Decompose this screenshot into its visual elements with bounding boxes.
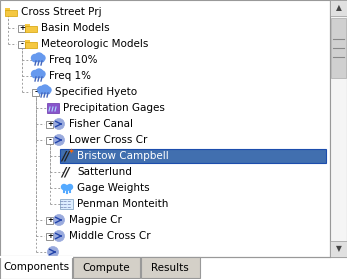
Bar — [18, 25, 25, 32]
Text: Gage Weights: Gage Weights — [77, 183, 150, 193]
Text: Freq 10%: Freq 10% — [49, 55, 98, 65]
Bar — [33, 74, 43, 77]
Text: Penman Monteith: Penman Monteith — [77, 199, 168, 209]
Bar — [331, 18, 346, 78]
Bar — [33, 58, 43, 61]
Bar — [5, 10, 17, 16]
Bar — [25, 40, 30, 43]
Text: Cross Street Prj: Cross Street Prj — [21, 7, 102, 17]
Circle shape — [53, 230, 65, 242]
Circle shape — [39, 71, 45, 77]
Text: Components: Components — [3, 262, 69, 272]
Text: Specified Hyeto: Specified Hyeto — [55, 87, 137, 97]
Text: -: - — [49, 137, 51, 143]
Bar — [330, 0, 347, 257]
Text: ▼: ▼ — [336, 244, 341, 254]
Text: Bristow Campbell: Bristow Campbell — [77, 151, 169, 161]
Text: +: + — [47, 217, 53, 223]
Text: ~~~: ~~~ — [60, 206, 72, 210]
Text: -: - — [35, 89, 37, 95]
Text: ~~~: ~~~ — [60, 199, 72, 205]
Bar — [25, 24, 30, 27]
Bar — [5, 8, 10, 11]
Circle shape — [45, 87, 51, 93]
Bar — [46, 136, 53, 143]
Circle shape — [53, 215, 65, 225]
Bar — [46, 121, 53, 128]
Bar — [60, 149, 326, 163]
Text: +: + — [47, 233, 53, 239]
Text: Fisher Canal: Fisher Canal — [69, 119, 133, 129]
Text: Lower Cross Cr: Lower Cross Cr — [69, 135, 147, 145]
Circle shape — [53, 119, 65, 129]
Bar — [0, 256, 72, 279]
Circle shape — [35, 53, 43, 61]
Circle shape — [53, 134, 65, 146]
Circle shape — [61, 184, 67, 189]
Circle shape — [39, 55, 45, 61]
Bar — [25, 26, 37, 32]
Bar — [60, 199, 73, 209]
Bar — [330, 241, 347, 257]
Text: /: / — [62, 165, 66, 179]
Text: /: / — [65, 150, 69, 162]
Text: +: + — [47, 121, 53, 127]
Circle shape — [41, 85, 49, 93]
Text: ✶: ✶ — [68, 148, 75, 157]
Circle shape — [35, 69, 43, 77]
Circle shape — [32, 71, 39, 78]
Text: ▲: ▲ — [336, 4, 341, 13]
Bar — [73, 257, 140, 278]
Text: Basin Models: Basin Models — [41, 23, 110, 33]
Bar — [18, 40, 25, 47]
Text: ~~~: ~~~ — [60, 203, 72, 208]
Text: Results: Results — [151, 263, 189, 273]
Bar — [39, 90, 49, 93]
Circle shape — [65, 186, 69, 191]
Text: Magpie Cr: Magpie Cr — [69, 215, 122, 225]
Bar — [141, 257, 200, 278]
Bar — [47, 103, 59, 113]
Circle shape — [48, 247, 59, 258]
Text: /: / — [62, 150, 66, 162]
Circle shape — [37, 86, 44, 93]
Bar — [33, 88, 40, 95]
Circle shape — [32, 54, 39, 61]
Text: Freq 1%: Freq 1% — [49, 71, 91, 81]
Text: Meteorologic Models: Meteorologic Models — [41, 39, 149, 49]
Text: /: / — [65, 165, 69, 179]
Text: Satterlund: Satterlund — [77, 167, 132, 177]
Text: -: - — [20, 41, 24, 47]
Text: +: + — [19, 25, 25, 31]
Text: Middle Cross Cr: Middle Cross Cr — [69, 231, 151, 241]
Bar — [25, 42, 37, 48]
Bar — [46, 232, 53, 239]
Bar — [330, 0, 347, 16]
Bar — [46, 217, 53, 223]
Circle shape — [68, 184, 73, 189]
Text: Precipitation Gages: Precipitation Gages — [63, 103, 165, 113]
Text: Compute: Compute — [82, 263, 130, 273]
